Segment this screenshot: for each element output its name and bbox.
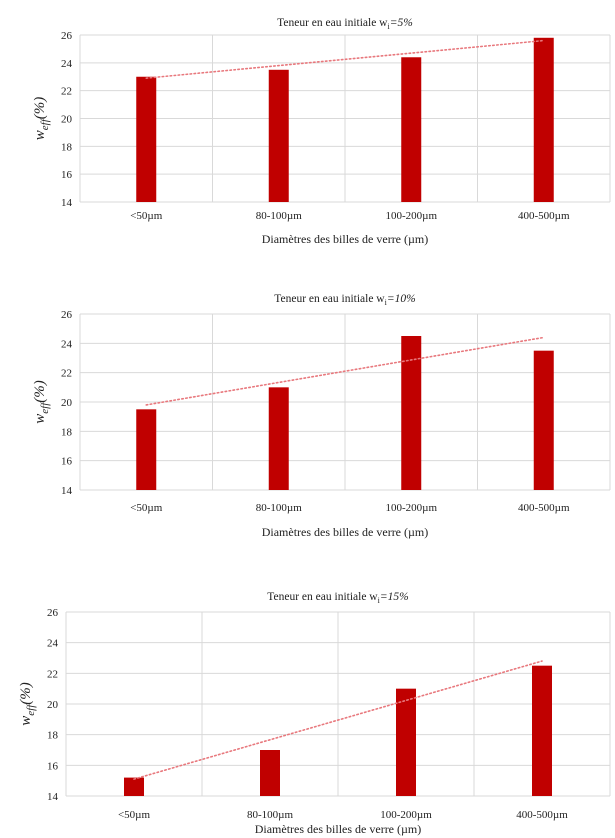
bar-2	[268, 69, 289, 203]
y-tick-label: 24	[61, 338, 73, 350]
bar-4	[533, 37, 554, 203]
x-tick-label: 100-200µm	[380, 809, 432, 821]
y-tick-label: 14	[47, 791, 59, 803]
y-tick-label: 24	[47, 638, 59, 650]
trendline	[145, 39, 545, 79]
y-tick-label: 14	[61, 485, 73, 497]
y-tick-label: 16	[61, 169, 73, 181]
x-axis-title: Diamètres des billes de verre (µm)	[262, 232, 429, 246]
chart-title: Teneur en eau initiale wi=10%	[274, 293, 415, 307]
y-tick-label: 24	[61, 58, 73, 70]
y-axis-title: weff(%)	[18, 682, 37, 726]
y-tick-label: 26	[47, 607, 59, 619]
y-tick-label: 22	[47, 668, 58, 680]
y-axis-title: weff(%)	[32, 380, 51, 424]
bar-1	[124, 777, 144, 796]
bar-3	[396, 688, 416, 796]
chart-1: 14 16 18 20 22 24 26 <50µm 80-100µm 100-200µm 400-…	[32, 17, 611, 246]
y-axis-title: weff(%)	[32, 97, 51, 141]
chart-title: Teneur en eau initiale wi=15%	[267, 591, 408, 605]
x-tick-label: 100-200µm	[385, 502, 437, 514]
x-tick-label: 400-500µm	[518, 502, 570, 514]
x-tick-label: <50µm	[130, 210, 163, 222]
bar-1	[136, 409, 157, 490]
x-tick-label: 80-100µm	[256, 502, 303, 514]
bar-3	[401, 57, 422, 203]
x-tick-label: <50µm	[130, 502, 163, 514]
bar-4	[532, 665, 552, 796]
y-tick-label: 18	[61, 141, 73, 153]
y-tick-label: 20	[47, 699, 59, 711]
x-tick-label: 80-100µm	[247, 809, 294, 821]
x-axis-title: Diamètres des billes de verre (µm)	[255, 822, 422, 836]
y-tick-label: 22	[61, 86, 72, 98]
y-tick-label: 20	[61, 397, 73, 409]
y-tick-label: 16	[61, 456, 73, 468]
y-tick-label: 16	[47, 760, 59, 772]
bar-3	[401, 336, 422, 490]
bar-4	[533, 350, 554, 490]
bar-2	[260, 750, 280, 796]
x-tick-label: 80-100µm	[256, 210, 303, 222]
x-tick-label: 400-500µm	[516, 809, 568, 821]
x-tick-label: 100-200µm	[385, 210, 437, 222]
y-tick-label: 26	[61, 309, 73, 321]
y-tick-label: 22	[61, 368, 72, 380]
chart-title: Teneur en eau initiale wi=5%	[277, 17, 413, 31]
x-tick-label: 400-500µm	[518, 210, 570, 222]
x-tick-label: <50µm	[118, 809, 151, 821]
y-tick-label: 26	[61, 30, 73, 42]
bar-1	[136, 76, 157, 202]
y-tick-label: 20	[61, 114, 73, 126]
x-axis-title: Diamètres des billes de verre (µm)	[262, 525, 429, 539]
chart-3: 14 16 18 20 22 24 26 <50µm 80-100µm 100-200µm 400-…	[18, 591, 611, 836]
trendline	[145, 336, 545, 406]
y-tick-label: 18	[61, 426, 73, 438]
y-tick-label: 18	[47, 730, 59, 742]
bar-2	[268, 387, 289, 490]
trendline	[133, 660, 543, 780]
chart-2: 14 16 18 20 22 24 26 <50µm 80-100µm 100-200µm 400-…	[32, 293, 611, 539]
y-tick-label: 14	[61, 197, 73, 209]
